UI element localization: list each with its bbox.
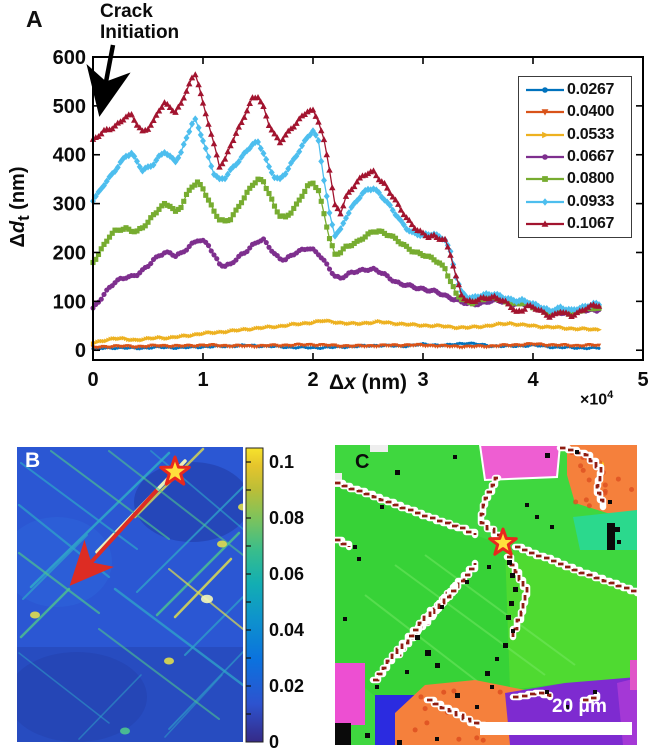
legend-label: 0.0933 xyxy=(567,192,615,210)
black-dots xyxy=(343,450,621,745)
panel-c-ebsd-map xyxy=(335,445,637,745)
x-axis-label: Δx (nm) xyxy=(328,371,408,394)
legend-label: 0.0800 xyxy=(567,170,615,188)
x-tick-label: 3 xyxy=(417,369,428,391)
y-tick-label: 400 xyxy=(53,145,86,167)
plot-frame xyxy=(92,56,644,361)
legend-marker-icon xyxy=(526,176,564,183)
legend-label: 0.1067 xyxy=(567,214,615,232)
legend-marker-icon xyxy=(526,109,564,117)
colorbar-tick-label: 0.08 xyxy=(269,508,305,528)
legend-item-0.0533: 0.0533 xyxy=(523,124,627,145)
series-markers-0.1067 xyxy=(89,71,603,320)
x-axis-exponent: ×104 xyxy=(580,389,614,409)
panels-b-c-maps xyxy=(17,445,637,745)
legend-marker-icon xyxy=(526,87,564,93)
legend-marker-icon xyxy=(526,220,564,227)
legend-label: 0.0533 xyxy=(567,125,615,143)
crack-arrow xyxy=(86,44,131,117)
slip-direction-arrow xyxy=(69,488,159,586)
colorbar-tick-label: 0.04 xyxy=(269,620,305,640)
panel-a-label: A xyxy=(26,6,43,32)
legend-marker-icon xyxy=(526,131,564,138)
colorbar-tick-label: 0.06 xyxy=(269,564,305,584)
y-tick-label: 500 xyxy=(53,96,86,118)
x-tick-label: 2 xyxy=(307,369,318,391)
crack-annotation-line2: Initiation xyxy=(100,22,180,43)
x-tick-label: 0 xyxy=(87,369,98,391)
panel-b-label: B xyxy=(25,449,41,472)
colorbar-tick-label: 0 xyxy=(269,732,280,752)
x-tick-label: 5 xyxy=(637,369,648,391)
scale-bar-label: 20 μm xyxy=(552,696,607,717)
legend-marker-icon xyxy=(526,197,564,206)
axis-ticks xyxy=(92,56,644,360)
y-tick-label: 300 xyxy=(53,194,86,216)
legend: 0.0267 0.0400 0.0533 0.0667 0.0800 0.0933 0.10… xyxy=(518,76,632,238)
y-axis-label: Δdt (nm) xyxy=(7,166,33,248)
legend-label: 0.0667 xyxy=(567,147,615,165)
legend-label: 0.0400 xyxy=(567,103,615,121)
legend-item-0.0667: 0.0667 xyxy=(523,146,627,167)
crack-annotation-line1: Crack xyxy=(100,1,153,22)
panel-b-strain-map xyxy=(17,447,243,742)
crack-site-star-c xyxy=(488,527,518,556)
series-markers-0.0533 xyxy=(90,318,602,346)
panel-c-label: C xyxy=(355,451,370,473)
y-tick-label: 0 xyxy=(75,340,86,362)
legend-item-0.0267: 0.0267 xyxy=(523,80,627,101)
colorbar-tick-label: 0.1 xyxy=(269,452,295,472)
legend-marker-icon xyxy=(526,154,564,160)
y-tick-label: 200 xyxy=(53,242,86,264)
crack-initiation-annotation: Crack Initiation xyxy=(100,1,179,43)
colorbar xyxy=(245,447,264,743)
colorbar-tick-label: 0.02 xyxy=(269,676,305,696)
x-tick-label: 1 xyxy=(197,369,208,391)
legend-item-0.0933: 0.0933 xyxy=(523,191,627,212)
y-tick-label: 100 xyxy=(53,291,86,313)
legend-item-0.1067: 0.1067 xyxy=(523,213,627,234)
y-tick-label: 600 xyxy=(53,47,86,69)
legend-item-0.0800: 0.0800 xyxy=(523,169,627,190)
scale-bar xyxy=(480,722,632,735)
legend-label: 0.0267 xyxy=(567,81,615,99)
legend-item-0.0400: 0.0400 xyxy=(523,102,627,123)
crack-site-star-b xyxy=(159,455,191,486)
series-markers-0.0400 xyxy=(90,342,602,351)
x-tick-label: 4 xyxy=(527,369,539,391)
